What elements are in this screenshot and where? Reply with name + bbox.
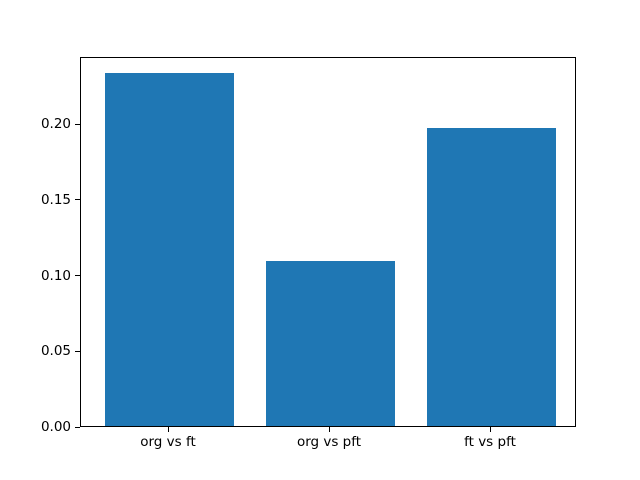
- plot-area: [80, 57, 576, 427]
- y-tick-mark: [75, 123, 80, 125]
- y-tick-label: 0.20: [40, 116, 71, 133]
- bar-org-vs-pft: [265, 261, 395, 426]
- x-tick-label: ft vs pft: [464, 434, 516, 450]
- y-tick-mark: [75, 199, 80, 201]
- y-tick-label: 0.10: [40, 267, 71, 284]
- x-tick-label: org vs ft: [140, 434, 196, 450]
- bar-ft-vs-pft: [426, 128, 556, 426]
- y-tick-mark: [75, 275, 80, 277]
- x-tick-label: org vs pft: [296, 434, 362, 450]
- bar-org-vs-ft: [104, 73, 234, 426]
- y-tick-mark: [75, 426, 80, 428]
- x-tick-mark: [328, 427, 330, 432]
- y-tick-label: 0.05: [40, 343, 71, 360]
- y-tick-mark: [75, 350, 80, 352]
- x-tick-mark: [489, 427, 491, 432]
- y-tick-label: 0.00: [40, 419, 71, 435]
- x-tick-mark: [167, 427, 169, 432]
- y-tick-label: 0.15: [40, 191, 71, 208]
